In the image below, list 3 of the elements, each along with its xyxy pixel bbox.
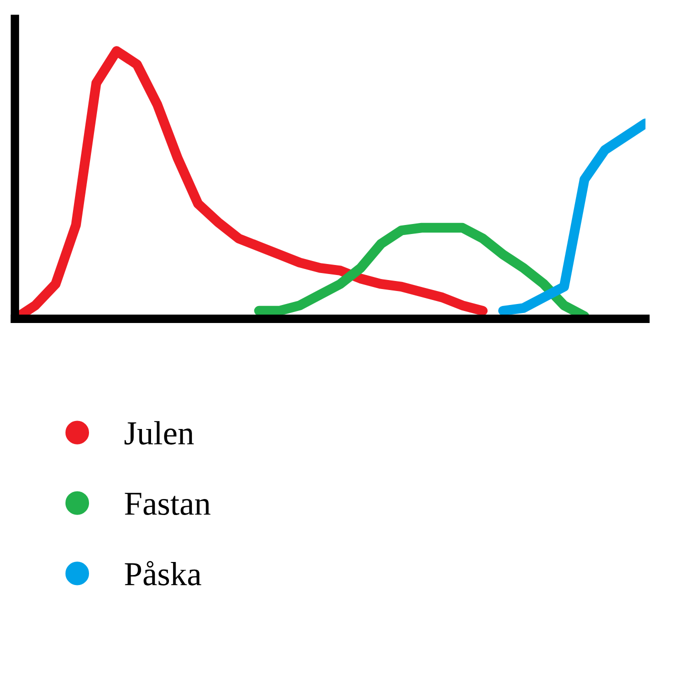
legend-label: Påska (124, 560, 202, 586)
legend-label: Julen (124, 421, 194, 445)
legend-label: Fastan (124, 492, 210, 516)
